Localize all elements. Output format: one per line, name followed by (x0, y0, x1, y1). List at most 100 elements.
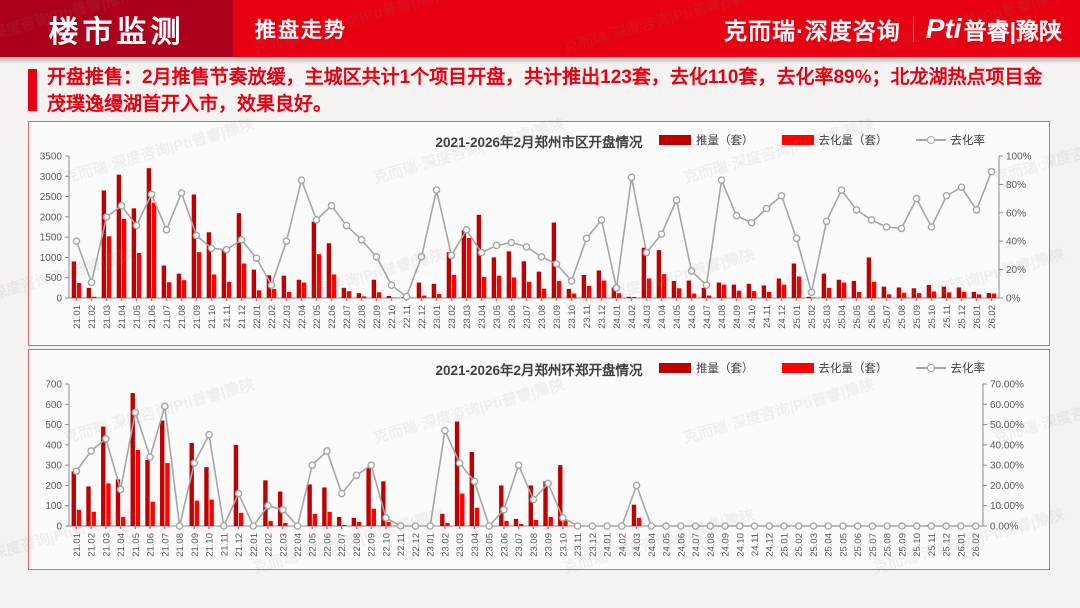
svg-text:24.04: 24.04 (647, 533, 658, 557)
svg-text:700: 700 (45, 380, 62, 391)
svg-text:25.10: 25.10 (927, 305, 938, 329)
svg-text:60.00%: 60.00% (990, 400, 1024, 411)
svg-text:25.12: 25.12 (957, 305, 968, 329)
svg-text:24.07: 24.07 (691, 533, 702, 557)
svg-text:24.06: 24.06 (687, 305, 698, 329)
svg-text:22.01: 22.01 (249, 533, 260, 557)
svg-text:21.07: 21.07 (160, 533, 171, 557)
svg-text:24.11: 24.11 (750, 533, 761, 556)
chart-panel-suburb: 2021-2026年2月郑州环郑开盘情况 推量（套） 去化量（套） 去化率 0 1… (28, 349, 1050, 570)
svg-text:26.02: 26.02 (987, 305, 998, 329)
svg-text:600: 600 (45, 400, 62, 411)
svg-text:23.06: 23.06 (507, 305, 518, 329)
svg-text:3500: 3500 (40, 152, 63, 163)
chart-title-suburb: 2021-2026年2月郑州环郑开盘情况 (435, 363, 643, 378)
svg-text:22.02: 22.02 (267, 305, 278, 329)
svg-text:25.01: 25.01 (779, 533, 790, 557)
page-title-block: 楼市监测 (0, 0, 233, 57)
svg-text:22.08: 22.08 (357, 305, 368, 329)
svg-text:23.05: 23.05 (492, 305, 503, 329)
svg-text:25.10: 25.10 (912, 533, 923, 557)
svg-text:24.10: 24.10 (735, 533, 746, 557)
svg-text:25.07: 25.07 (882, 305, 893, 329)
svg-text:23.09: 23.09 (552, 305, 563, 329)
svg-text:24.02: 24.02 (617, 533, 628, 557)
svg-text:21.12: 21.12 (237, 305, 248, 329)
svg-text:25.05: 25.05 (838, 533, 849, 557)
svg-text:20.00%: 20.00% (990, 481, 1024, 492)
svg-text:24.01: 24.01 (603, 533, 614, 557)
legend-item-push: 推量（套） (659, 132, 754, 148)
brand-cric-text: 克而瑞·深度咨询 (724, 17, 901, 44)
intro-block: 开盘推售：2月推售节奏放缓，主城区共计1个项目开盘，共计推出123套，去化110… (28, 64, 1050, 118)
svg-text:22.01: 22.01 (252, 305, 263, 329)
svg-text:21.07: 21.07 (162, 305, 173, 329)
svg-text:24.08: 24.08 (717, 305, 728, 329)
svg-text:25.06: 25.06 (853, 533, 864, 557)
svg-text:24.01: 24.01 (612, 305, 623, 329)
svg-text:23.03: 23.03 (455, 533, 466, 557)
svg-text:25.11: 25.11 (942, 305, 953, 328)
svg-text:26.02: 26.02 (971, 533, 982, 557)
svg-text:21.01: 21.01 (72, 305, 83, 329)
svg-text:23.12: 23.12 (597, 305, 608, 329)
svg-text:26.01: 26.01 (972, 305, 983, 329)
svg-text:23.03: 23.03 (462, 305, 473, 329)
brand-region-text: 普睿|豫陕 (963, 17, 1062, 44)
svg-text:22.03: 22.03 (278, 533, 289, 557)
svg-text:21.01: 21.01 (72, 533, 83, 557)
svg-text:22.10: 22.10 (387, 305, 398, 329)
legend-label-sell: 去化量（套） (818, 135, 888, 147)
svg-text:50.00%: 50.00% (990, 420, 1024, 431)
svg-text:21.05: 21.05 (131, 533, 142, 557)
svg-text:25.04: 25.04 (837, 305, 848, 329)
svg-text:21.02: 21.02 (87, 305, 98, 329)
svg-text:24.03: 24.03 (642, 305, 653, 329)
page-title: 楼市监测 (48, 15, 185, 49)
svg-text:24.08: 24.08 (706, 533, 717, 557)
svg-text:23.08: 23.08 (529, 533, 540, 557)
svg-text:100: 100 (45, 501, 62, 512)
svg-text:24.04: 24.04 (657, 305, 668, 329)
svg-text:21.10: 21.10 (205, 533, 216, 557)
legend-label-sell: 去化量（套） (818, 363, 888, 375)
svg-text:40.00%: 40.00% (990, 440, 1024, 451)
legend-item-rate: 去化率 (915, 132, 985, 148)
chart-head-suburb: 2021-2026年2月郑州环郑开盘情况 推量（套） 去化量（套） 去化率 (29, 350, 1049, 378)
svg-text:23.08: 23.08 (537, 305, 548, 329)
legend-swatch-sell (781, 363, 814, 373)
svg-text:23.10: 23.10 (558, 533, 569, 557)
svg-text:21.03: 21.03 (102, 305, 113, 329)
legend-label-rate: 去化率 (950, 363, 986, 375)
svg-text:21.09: 21.09 (190, 533, 201, 557)
svg-text:21.06: 21.06 (147, 305, 158, 329)
svg-text:23.06: 23.06 (499, 533, 510, 557)
header: 楼市监测 推盘走势 克而瑞·深度咨询 Pti 普睿|豫陕 (0, 0, 1080, 64)
svg-text:0: 0 (56, 294, 62, 305)
svg-text:23.07: 23.07 (514, 533, 525, 557)
svg-text:22.12: 22.12 (411, 533, 422, 557)
svg-text:10.00%: 10.00% (990, 501, 1024, 512)
svg-text:22.10: 22.10 (381, 533, 392, 557)
svg-text:22.11: 22.11 (396, 533, 407, 556)
svg-text:1000: 1000 (40, 253, 63, 264)
svg-text:23.10: 23.10 (567, 305, 578, 329)
svg-text:22.04: 22.04 (293, 533, 304, 557)
svg-text:25.05: 25.05 (852, 305, 863, 329)
svg-text:25.12: 25.12 (942, 533, 953, 557)
svg-text:80%: 80% (1006, 180, 1026, 191)
svg-text:25.03: 25.03 (809, 533, 820, 557)
legend-item-push: 推量（套） (659, 360, 754, 376)
legend-item-rate: 去化率 (915, 360, 986, 376)
svg-text:23.09: 23.09 (544, 533, 555, 557)
svg-text:22.06: 22.06 (322, 533, 333, 557)
svg-text:25.01: 25.01 (792, 305, 803, 329)
chart-legend-city: 推量（套） 去化量（套） 去化率 (639, 132, 985, 148)
svg-text:24.05: 24.05 (662, 533, 673, 557)
chart-plot-suburb: 0 100 200 300 400 500 600 700 0.00% 10.00% 20.00% 3… (29, 378, 1049, 566)
svg-text:23.02: 23.02 (440, 533, 451, 557)
svg-text:22.02: 22.02 (264, 533, 275, 557)
svg-text:23.01: 23.01 (432, 305, 443, 329)
brand-pti-logo: Pti (925, 12, 962, 44)
